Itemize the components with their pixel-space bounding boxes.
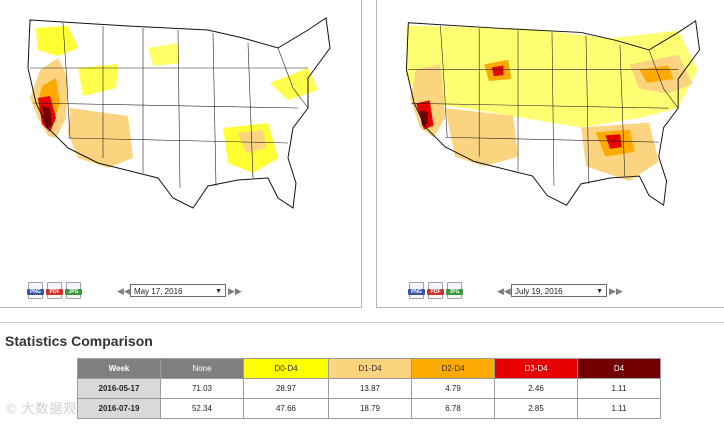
cell-d1-d4: 18.79: [328, 398, 412, 419]
png-label: PNG: [27, 289, 44, 295]
table-header-row: Week None D0-D4 D1-D4 D2-D4 D3-D4 D4: [77, 358, 661, 379]
chevron-down-icon: ▼: [596, 288, 603, 295]
date-select-july[interactable]: July 19, 2016 ▼: [511, 284, 607, 297]
next-week-button[interactable]: ▶▶: [609, 286, 623, 296]
header-none: None: [160, 358, 244, 379]
header-d1-d4: D1-D4: [328, 358, 412, 379]
header-d2-d4: D2-D4: [411, 358, 495, 379]
jpg-label: JPG: [446, 289, 463, 295]
jpg-download-icon[interactable]: JPG: [446, 282, 463, 299]
date-select-may[interactable]: May 17, 2016 ▼: [130, 284, 226, 297]
prev-week-button[interactable]: ◀◀: [497, 286, 511, 296]
date-value: May 17, 2016: [134, 287, 183, 296]
watermark: © 大数据观: [6, 401, 78, 416]
next-week-button[interactable]: ▶▶: [228, 286, 242, 296]
cell-week: 2016-07-19: [77, 398, 161, 419]
cell-week: 2016-05-17: [77, 378, 161, 399]
header-d4: D4: [577, 358, 661, 379]
table-row: 2016-05-17 71.03 28.97 13.87 4.79 2.46 1…: [77, 378, 661, 399]
drought-map-july: [405, 19, 701, 207]
cell-d0-d4: 47.66: [243, 398, 329, 419]
header-week: Week: [77, 358, 161, 379]
png-download-icon[interactable]: PNG: [27, 282, 44, 299]
cell-d4: 1.11: [577, 378, 661, 399]
cell-d3-d4: 2.85: [494, 398, 578, 419]
section-divider: [0, 322, 724, 323]
table-row: 2016-07-19 52.34 47.66 18.79 6.78 2.85 1…: [77, 398, 661, 419]
date-value: July 19, 2016: [515, 287, 563, 296]
header-d3-d4: D3-D4: [494, 358, 578, 379]
stats-title: Statistics Comparison: [5, 333, 153, 349]
cell-d2-d4: 4.79: [411, 378, 495, 399]
pdf-download-icon[interactable]: PDF: [46, 282, 63, 299]
pdf-label: PDF: [46, 289, 63, 295]
cell-d0-d4: 28.97: [243, 378, 329, 399]
cell-none: 52.34: [160, 398, 244, 419]
header-d0-d4: D0-D4: [243, 358, 329, 379]
cell-d2-d4: 6.78: [411, 398, 495, 419]
png-download-icon[interactable]: PNG: [408, 282, 425, 299]
pdf-download-icon[interactable]: PDF: [427, 282, 444, 299]
jpg-download-icon[interactable]: JPG: [65, 282, 82, 299]
jpg-label: JPG: [65, 289, 82, 295]
prev-week-button[interactable]: ◀◀: [117, 286, 131, 296]
map-panel-may: PNG PDF JPG ◀◀ May 17, 2016 ▼ ▶▶: [0, 0, 362, 308]
chevron-down-icon: ▼: [215, 288, 222, 295]
map-panel-july: PNG PDF JPG ◀◀ July 19, 2016 ▼ ▶▶: [376, 0, 724, 308]
png-label: PNG: [408, 289, 425, 295]
cell-d1-d4: 13.87: [328, 378, 412, 399]
cell-none: 71.03: [160, 378, 244, 399]
drought-map-may: [27, 17, 331, 209]
cell-d3-d4: 2.46: [494, 378, 578, 399]
pdf-label: PDF: [427, 289, 444, 295]
cell-d4: 1.11: [577, 398, 661, 419]
stats-table: Week None D0-D4 D1-D4 D2-D4 D3-D4 D4 201…: [77, 358, 661, 419]
